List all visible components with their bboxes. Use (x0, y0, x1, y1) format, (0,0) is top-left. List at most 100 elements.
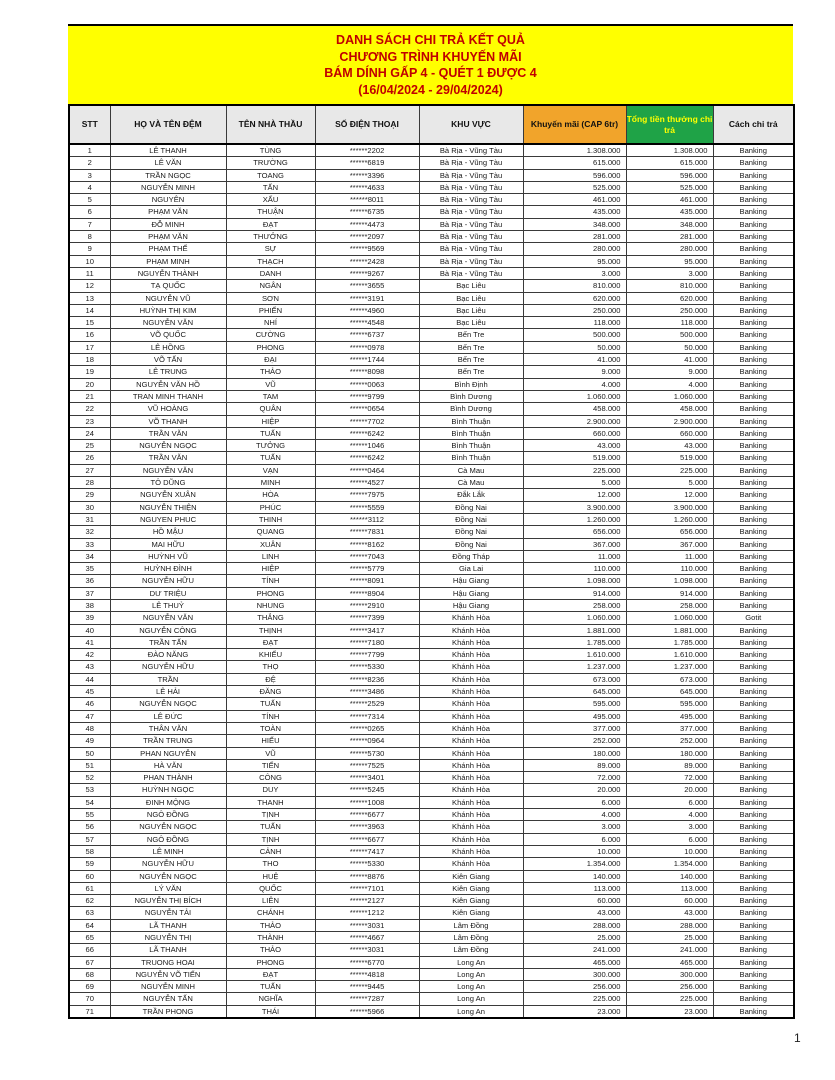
cell-payment-method: Banking (712, 758, 795, 773)
cell-name: NGUYỄN MINH (109, 180, 227, 195)
cell-phone: ******6677 (314, 808, 420, 822)
table-row: 49 TRẦN TRUNG HIẾU ******0964 Khánh Hòa 252.0… (68, 734, 795, 748)
cell-contractor: NGÂN (225, 279, 316, 293)
cell-payment-method: Banking (712, 857, 795, 871)
table-row: 43 NGUYỄN HỮU THỌ ******5330 Khánh Hòa 1.237.… (68, 660, 795, 674)
cell-stt: 13 (68, 291, 111, 305)
cell-payment-method: Banking (712, 709, 795, 723)
cell-name: HỒ MẬU (109, 525, 227, 539)
cell-promo-amount: 20.000 (522, 783, 627, 797)
cell-total-amount: 6.000 (625, 795, 714, 810)
cell-name: VÕ TẤN (109, 353, 227, 367)
cell-name: TÔ DŨNG (109, 476, 227, 490)
cell-stt: 2 (68, 156, 111, 170)
cell-region: Bình Dương (418, 402, 524, 416)
cell-stt: 64 (68, 918, 111, 933)
cell-total-amount: 9.000 (625, 365, 714, 379)
cell-contractor: SƠN (225, 291, 316, 305)
cell-total-amount: 20.000 (625, 783, 714, 797)
cell-contractor: TOANG (225, 168, 316, 182)
cell-region: Kiên Giang (418, 894, 524, 908)
table-row: 8 PHẠM VĂN THƯỞNG ******2097 Bà Rịa - Vũng T… (68, 230, 795, 244)
table-row: 44 TRẦN ĐỆ ******8236 Khánh Hòa 673.000 673.00… (68, 672, 795, 687)
cell-contractor: HUỆ (225, 869, 316, 883)
table-row: 33 MAI HỮU XUÂN ******8162 Đồng Nai 367.000 36… (68, 537, 795, 551)
cell-total-amount: 1.237.000 (625, 660, 714, 674)
col-header-total: Tổng tiền thưởng chi trả (625, 104, 714, 145)
cell-phone: ******8904 (314, 586, 420, 600)
cell-name: NGUYỄN NGỌC (109, 869, 227, 883)
cell-promo-amount: 300.000 (522, 967, 627, 982)
cell-name: NGUYỄN VÕ TIẾN (109, 967, 227, 982)
cell-stt: 18 (68, 353, 111, 367)
cell-phone: ******5730 (314, 746, 420, 760)
cell-payment-method: Banking (712, 869, 795, 883)
cell-phone: ******2097 (314, 230, 420, 244)
cell-name: NGUYỄN HỮU (109, 660, 227, 674)
cell-region: Bạc Liêu (418, 279, 524, 293)
cell-promo-amount: 113.000 (522, 881, 627, 896)
cell-name: PHẠM THẾ (109, 242, 227, 256)
cell-total-amount: 225.000 (625, 463, 714, 478)
table-row: 13 NGUYỄN VŨ SƠN ******3191 Bạc Liêu 620.000 6… (68, 291, 795, 305)
cell-region: Bến Tre (418, 365, 524, 379)
cell-name: ĐINH MỘNG (109, 795, 227, 810)
cell-phone: ******4548 (314, 316, 420, 330)
cell-total-amount: 435.000 (625, 205, 714, 219)
table-row: 40 NGUYỄN CÔNG THỊNH ******3417 Khánh Hòa 1.8… (68, 623, 795, 637)
table-row: 28 TÔ DŨNG MINH ******4527 Cà Mau 5.000 5.000 B… (68, 476, 795, 490)
cell-promo-amount: 95.000 (522, 254, 627, 268)
cell-region: Bến Tre (418, 353, 524, 367)
cell-total-amount: 500.000 (625, 328, 714, 342)
cell-stt: 7 (68, 217, 111, 232)
cell-region: Lâm Đồng (418, 918, 524, 933)
cell-name: LÊ MINH (109, 844, 227, 859)
cell-contractor: THẮNG (225, 611, 316, 625)
cell-name: NGUYỄN NGỌC (109, 820, 227, 834)
cell-name: NGUYEN PHUC (109, 512, 227, 527)
cell-region: Khánh Hòa (418, 820, 524, 834)
cell-phone: ******6819 (314, 156, 420, 170)
cell-name: NGUYỄN NGỌC (109, 439, 227, 453)
cell-stt: 30 (68, 500, 111, 514)
cell-promo-amount: 3.000 (522, 266, 627, 281)
cell-contractor: THẠCH (225, 254, 316, 268)
cell-phone: ******7314 (314, 709, 420, 723)
cell-phone: ******1212 (314, 906, 420, 920)
cell-payment-method: Banking (712, 623, 795, 637)
cell-stt: 52 (68, 771, 111, 785)
cell-payment-method: Banking (712, 205, 795, 219)
cell-name: LÝ VĂN (109, 881, 227, 896)
table-row: 18 VÕ TẤN ĐẠI ******1744 Bến Tre 41.000 41.000… (68, 353, 795, 367)
cell-total-amount: 281.000 (625, 230, 714, 244)
cell-stt: 40 (68, 623, 111, 637)
cell-phone: ******0978 (314, 340, 420, 355)
cell-region: Kiên Giang (418, 906, 524, 920)
table-row: 36 NGUYỄN HỮU TÍNH ******8091 Hậu Giang 1.098… (68, 574, 795, 588)
cell-stt: 54 (68, 795, 111, 810)
cell-promo-amount: 6.000 (522, 832, 627, 846)
cell-phone: ******0964 (314, 734, 420, 748)
cell-name: NGUYỄN THỊ BÍCH (109, 894, 227, 908)
cell-payment-method: Banking (712, 955, 795, 969)
cell-stt: 34 (68, 549, 111, 564)
cell-contractor: DANH (225, 266, 316, 281)
cell-name: PHẠM VĂN (109, 230, 227, 244)
cell-stt: 24 (68, 426, 111, 441)
cell-region: Bà Rịa - Vũng Tàu (418, 266, 524, 281)
cell-name: HUỲNH VŨ (109, 549, 227, 564)
cell-promo-amount: 914.000 (522, 586, 627, 600)
table-row: 52 PHAN THÀNH CÔNG ******3401 Khánh Hòa 72.00… (68, 771, 795, 785)
cell-phone: ******3963 (314, 820, 420, 834)
cell-phone: ******7975 (314, 488, 420, 502)
cell-promo-amount: 6.000 (522, 795, 627, 810)
cell-name: HUỲNH ĐÌNH (109, 562, 227, 576)
cell-stt: 11 (68, 266, 111, 281)
cell-name: TRẦN NGỌC (109, 168, 227, 182)
cell-payment-method: Banking (712, 180, 795, 195)
col-header-phone: SỐ ĐIỆN THOẠI (314, 104, 420, 145)
table-row: 20 NGUYỄN VĂN HỒ VŨ ******0063 Bình Định 4.00… (68, 377, 795, 391)
cell-phone: ******4527 (314, 476, 420, 490)
cell-contractor: THỊNH (225, 623, 316, 637)
cell-region: Đồng Nai (418, 537, 524, 551)
